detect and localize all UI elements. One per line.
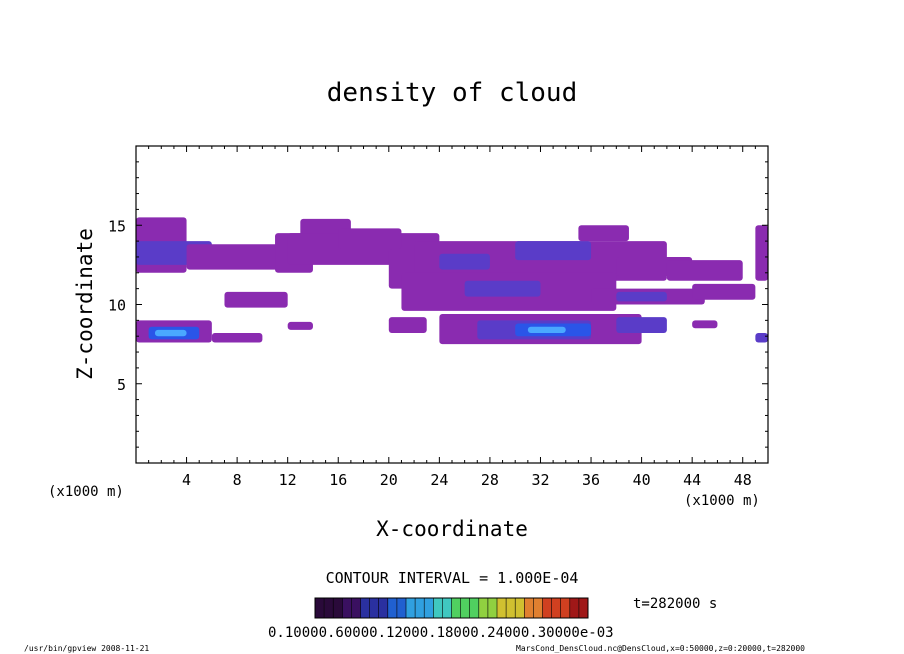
footer-left: /usr/bin/gpview 2008-11-21 (24, 644, 149, 653)
x-tick-label: 44 (683, 471, 701, 489)
colorbar (314, 598, 588, 618)
colorbar-swatch (315, 598, 325, 618)
colorbar-swatch (387, 598, 397, 618)
colorbar-swatch (333, 598, 343, 618)
x-unit-right: (x1000 m) (684, 493, 760, 509)
colorbar-swatch (515, 598, 525, 618)
contour-interval: CONTOUR INTERVAL = 1.000E-04 (326, 569, 579, 587)
colorbar-swatch (478, 598, 488, 618)
colorbar-swatch (524, 598, 534, 618)
x-tick-label: 28 (481, 471, 499, 489)
colorbar-swatch (533, 598, 543, 618)
cloud-region-26 (388, 317, 427, 334)
colorbar-swatch (442, 598, 452, 618)
colorbar-swatch (433, 598, 443, 618)
cloud-region-10 (515, 241, 592, 261)
cloud-region-13 (666, 260, 743, 281)
y-tick-label: 10 (108, 297, 126, 315)
colorbar-swatch (360, 598, 370, 618)
colorbar-swatch (324, 598, 334, 618)
x-tick-label: 12 (279, 471, 297, 489)
footer-right: MarsCond_DensCloud.nc@DensCloud,x=0:5000… (516, 644, 805, 653)
cloud-region-8 (414, 241, 667, 281)
cloud-region-32 (692, 320, 718, 329)
colorbar-swatch (469, 598, 479, 618)
colorbar-swatch (451, 598, 461, 618)
cloud-region-2 (186, 244, 288, 270)
cloud-region-18 (616, 291, 667, 302)
cloud-region-9 (439, 253, 490, 270)
x-tick-label: 8 (233, 471, 242, 489)
x-tick-label: 40 (633, 471, 651, 489)
x-axis-ticks: 4 8 12 16 20 24 28 32 36 40 44 48 (135, 146, 769, 489)
y-axis-ticks: 5 10 15 (108, 145, 768, 464)
x-axis-label: X-coordinate (376, 517, 528, 541)
colorbar-swatch (406, 598, 416, 618)
cloud-density-field (136, 217, 768, 345)
cloud-region-19 (692, 283, 756, 300)
y-axis-label: Z-coordinate (73, 228, 97, 380)
x-tick-label: 16 (329, 471, 347, 489)
x-tick-label: 32 (531, 471, 549, 489)
cloud-region-31 (616, 317, 667, 334)
y-tick-label: 15 (108, 217, 126, 235)
colorbar-labels: 0.10000.60000.12000.18000.24000.30000e-0… (268, 625, 614, 641)
colorbar-swatch (569, 598, 579, 618)
colorbar-swatch (378, 598, 388, 618)
colorbar-swatch (415, 598, 425, 618)
colorbar-swatch (369, 598, 379, 618)
cloud-region-20 (755, 225, 768, 281)
colorbar-swatch (497, 598, 507, 618)
x-tick-label: 36 (582, 471, 600, 489)
time-label: t=282000 s (633, 596, 717, 612)
cloud-region-24 (211, 333, 263, 343)
colorbar-swatch (460, 598, 470, 618)
colorbar-frame (314, 597, 589, 619)
cloud-region-6 (338, 228, 402, 250)
colorbar-swatch (506, 598, 516, 618)
colorbar-swatch (342, 598, 352, 618)
cloud-region-30 (527, 326, 566, 334)
colorbar-swatch (351, 598, 361, 618)
colorbar-swatch (542, 598, 552, 618)
cloud-region-14 (224, 291, 288, 308)
colorbar-swatch (424, 598, 434, 618)
cloud-region-25 (287, 321, 313, 330)
x-tick-label: 20 (380, 471, 398, 489)
x-tick-label: 4 (182, 471, 191, 489)
colorbar-swatch (560, 598, 570, 618)
colorbar-swatch (396, 598, 406, 618)
colorbar-swatch (578, 598, 588, 618)
cloud-region-16 (464, 280, 541, 297)
x-unit-left: (x1000 m) (48, 484, 124, 500)
cloud-region-11 (578, 225, 629, 242)
y-tick-label: 5 (117, 376, 126, 394)
colorbar-swatch (487, 598, 497, 618)
chart-title: density of cloud (327, 78, 577, 108)
cloud-region-23 (154, 329, 187, 337)
colorbar-swatch (551, 598, 561, 618)
x-tick-label: 48 (734, 471, 752, 489)
x-tick-label: 24 (430, 471, 448, 489)
cloud-region-33 (755, 333, 768, 343)
